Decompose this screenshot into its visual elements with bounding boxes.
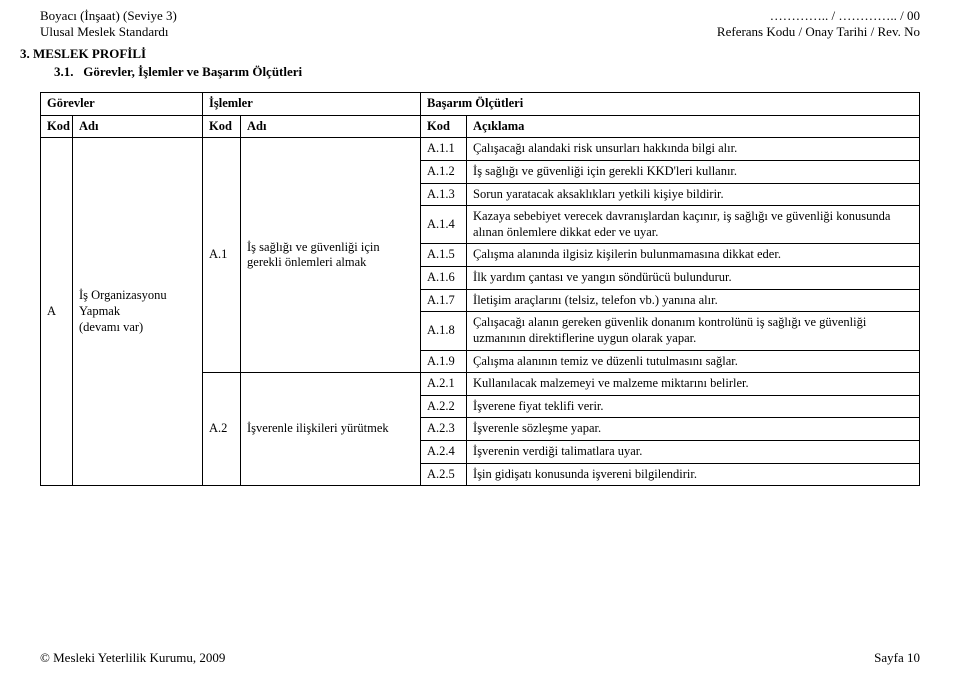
cell-kod: A.2.2	[421, 395, 467, 418]
cell-kod: A.2.1	[421, 373, 467, 396]
header-left-line1: Boyacı (İnşaat) (Seviye 3)	[40, 8, 177, 24]
cell-kod: A.1.4	[421, 206, 467, 244]
table-wrapper: Görevler İşlemler Başarım Ölçütleri Kod …	[40, 92, 920, 486]
header-left: Boyacı (İnşaat) (Seviye 3) Ulusal Meslek…	[40, 8, 177, 41]
cell-kod: A.1.1	[421, 138, 467, 161]
cell-kod: A.1.5	[421, 244, 467, 267]
header-right-line1: ………….. / ………….. / 00	[717, 8, 920, 24]
cell-text: İletişim araçlarını (telsiz, telefon vb.…	[467, 289, 920, 312]
hdr-kod1: Kod	[41, 115, 73, 138]
cell-text: Kazaya sebebiyet verecek davranışlardan …	[467, 206, 920, 244]
table-header-row2: Kod Adı Kod Adı Kod Açıklama	[41, 115, 920, 138]
section-heading: 3. MESLEK PROFİLİ	[20, 46, 146, 62]
islem1-kod: A.1	[203, 138, 241, 373]
cell-text: İşverene fiyat teklifi verir.	[467, 395, 920, 418]
cell-text: Çalışma alanının temiz ve düzenli tutulm…	[467, 350, 920, 373]
cell-kod: A.2.3	[421, 418, 467, 441]
hdr-aciklama: Açıklama	[467, 115, 920, 138]
cell-kod: A.2.4	[421, 441, 467, 464]
cell-kod: A.1.3	[421, 183, 467, 206]
cell-kod: A.1.2	[421, 160, 467, 183]
section-subheading: 3.1. Görevler, İşlemler ve Başarım Ölçüt…	[54, 64, 302, 80]
gorev-kod: A	[41, 138, 73, 486]
section-sub-num: 3.1.	[54, 64, 74, 79]
table-header-row1: Görevler İşlemler Başarım Ölçütleri	[41, 93, 920, 116]
cell-kod: A.2.5	[421, 463, 467, 486]
hdr-basarim: Başarım Ölçütleri	[421, 93, 920, 116]
page-container: Boyacı (İnşaat) (Seviye 3) Ulusal Meslek…	[0, 0, 960, 676]
cell-text: Sorun yaratacak aksaklıkları yetkili kiş…	[467, 183, 920, 206]
cell-text: Kullanılacak malzemeyi ve malzeme miktar…	[467, 373, 920, 396]
cell-text: İş sağlığı ve güvenliği için gerekli KKD…	[467, 160, 920, 183]
hdr-gorevler: Görevler	[41, 93, 203, 116]
cell-text: İlk yardım çantası ve yangın söndürücü b…	[467, 267, 920, 290]
header-right-line2: Referans Kodu / Onay Tarihi / Rev. No	[717, 24, 920, 40]
islem2-adi: İşverenle ilişkileri yürütmek	[241, 373, 421, 486]
cell-kod: A.1.8	[421, 312, 467, 350]
hdr-adi2: Adı	[241, 115, 421, 138]
cell-text: İşin gidişatı konusunda işvereni bilgile…	[467, 463, 920, 486]
hdr-kod2: Kod	[203, 115, 241, 138]
islem2-kod: A.2	[203, 373, 241, 486]
footer-right: Sayfa 10	[874, 650, 920, 666]
section-sub-title: Görevler, İşlemler ve Başarım Ölçütleri	[83, 64, 302, 79]
islem1-adi: İş sağlığı ve güvenliği için gerekli önl…	[241, 138, 421, 373]
cell-text: İşverenin verdiği talimatlara uyar.	[467, 441, 920, 464]
hdr-islemler: İşlemler	[203, 93, 421, 116]
table-row: A İş Organizasyonu Yapmak (devamı var) A…	[41, 138, 920, 161]
header-right: ………….. / ………….. / 00 Referans Kodu / Ona…	[717, 8, 920, 41]
footer-left: © Mesleki Yeterlilik Kurumu, 2009	[40, 650, 225, 666]
gorev-adi: İş Organizasyonu Yapmak (devamı var)	[73, 138, 203, 486]
cell-text: İşverenle sözleşme yapar.	[467, 418, 920, 441]
main-table: Görevler İşlemler Başarım Ölçütleri Kod …	[40, 92, 920, 486]
cell-text: Çalışacağı alanın gereken güvenlik donan…	[467, 312, 920, 350]
hdr-kod3: Kod	[421, 115, 467, 138]
cell-kod: A.1.7	[421, 289, 467, 312]
cell-kod: A.1.9	[421, 350, 467, 373]
cell-text: Çalışacağı alandaki risk unsurları hakkı…	[467, 138, 920, 161]
hdr-adi1: Adı	[73, 115, 203, 138]
cell-kod: A.1.6	[421, 267, 467, 290]
cell-text: Çalışma alanında ilgisiz kişilerin bulun…	[467, 244, 920, 267]
header-left-line2: Ulusal Meslek Standardı	[40, 24, 177, 40]
